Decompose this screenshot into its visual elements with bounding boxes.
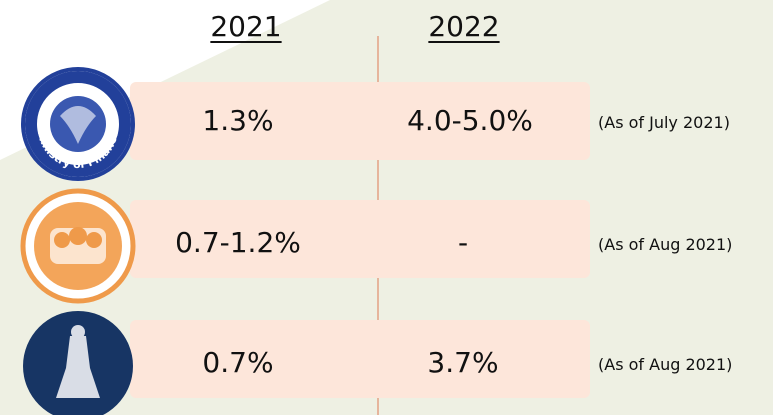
column-header: 2022	[428, 10, 500, 43]
row-box	[130, 320, 590, 398]
central-bank-logo	[23, 311, 133, 415]
value-2022: 4.0-5.0%	[407, 104, 533, 137]
value-2021: 0.7%	[202, 346, 274, 379]
note: (As of Aug 2021)	[598, 355, 733, 374]
value-2022: -	[457, 226, 469, 259]
value-2022: 3.7%	[427, 346, 499, 379]
row-box	[130, 82, 590, 160]
note: (As of Aug 2021)	[598, 235, 733, 254]
value-2021: 1.3%	[202, 104, 274, 137]
row-box	[130, 200, 590, 278]
note: (As of July 2021)	[598, 113, 730, 132]
value-2021: 0.7-1.2%	[175, 226, 301, 259]
column-header: 2021	[210, 10, 282, 43]
bureau-logo	[20, 188, 136, 304]
ministry-logo: Ministry of Finance	[21, 67, 135, 181]
